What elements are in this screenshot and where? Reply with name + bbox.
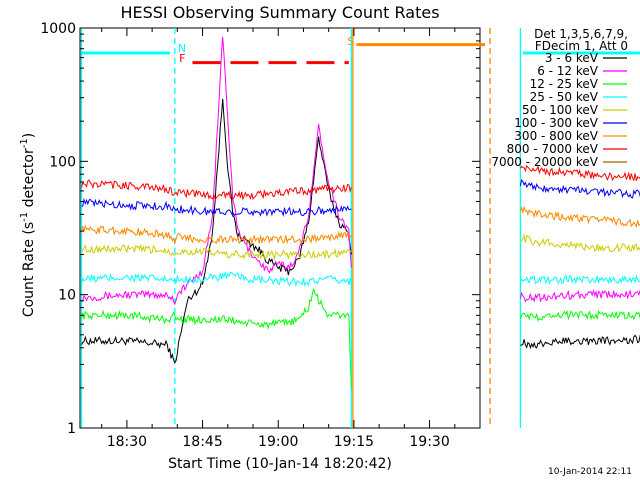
series-line [81, 288, 352, 388]
x-tick-label: 18:45 [182, 434, 222, 450]
y-axis-label-superscript: -1 [19, 138, 30, 148]
series-line [519, 178, 640, 199]
legend-header-line: FDecim 1, Att 0 [535, 39, 628, 53]
series-line [81, 224, 352, 246]
legend-entry-label: 800 - 7000 keV [507, 142, 599, 156]
x-tick-label: 19:30 [409, 434, 449, 450]
legend-entry-label: 50 - 100 keV [522, 103, 599, 117]
plot-frame [79, 27, 481, 429]
y-axis-label-part: Count Rate (s [21, 222, 37, 317]
flag-bars [81, 43, 640, 65]
series-line [81, 179, 352, 201]
series-line [519, 309, 640, 322]
flag-annotation: S [347, 35, 354, 48]
legend-entry-label: 300 - 800 keV [514, 129, 598, 143]
series-line [520, 334, 640, 350]
legend: Det 1,3,5,6,7,9, FDecim 1, Att 0 3 - 6 k… [491, 27, 628, 169]
series-line [519, 274, 640, 286]
series-line [519, 289, 640, 303]
series-line [81, 197, 352, 218]
data-series [81, 36, 640, 388]
y-tick-label: 1000 [40, 21, 76, 37]
footer-timestamp: 10-Jan-2014 22:11 [548, 467, 632, 477]
series-line [519, 164, 640, 182]
plot-border [79, 27, 481, 429]
x-tick-label: 19:00 [258, 434, 298, 450]
x-axis-label: Start Time (10-Jan-14 18:20:42) [168, 456, 392, 472]
x-tick-label: 18:30 [107, 434, 147, 450]
legend-entry-label: 3 - 6 keV [545, 51, 599, 65]
series-line [519, 205, 640, 228]
axes: 18:30 18:45 19:00 19:15 19:30 1 10 100 1000 [40, 21, 481, 450]
y-tick-label: 100 [49, 154, 76, 170]
flag-annotations: NF S [178, 35, 355, 65]
legend-entry-label: 6 - 12 keV [537, 64, 599, 78]
y-axis-label-part: detector [21, 148, 37, 212]
series-line [81, 271, 352, 288]
y-axis-label-part: ) [21, 133, 37, 138]
series-line [81, 98, 352, 364]
flag-annotation: N [178, 42, 186, 55]
y-axis-label-superscript: -1 [19, 212, 30, 222]
series-line [520, 233, 640, 253]
series-line [81, 243, 352, 261]
y-axis-label: Count Rate (s-1 detector-1) [19, 133, 37, 317]
y-tick-label: 10 [58, 288, 76, 304]
chart-title: HESSI Observing Summary Count Rates [120, 3, 439, 22]
legend-entry-label: 7000 - 20000 keV [491, 155, 598, 169]
legend-entry-label: 25 - 50 keV [530, 90, 599, 104]
x-tick-label: 19:15 [334, 434, 374, 450]
legend-entry-label: 100 - 300 keV [514, 116, 598, 130]
legend-header-line: Det 1,3,5,6,7,9, [534, 27, 628, 41]
vertical-markers [80, 28, 522, 428]
series-line [81, 36, 352, 306]
y-tick-label: 1 [67, 421, 76, 437]
legend-entry-label: 12 - 25 keV [530, 77, 599, 91]
flag-annotation: F [179, 52, 185, 65]
